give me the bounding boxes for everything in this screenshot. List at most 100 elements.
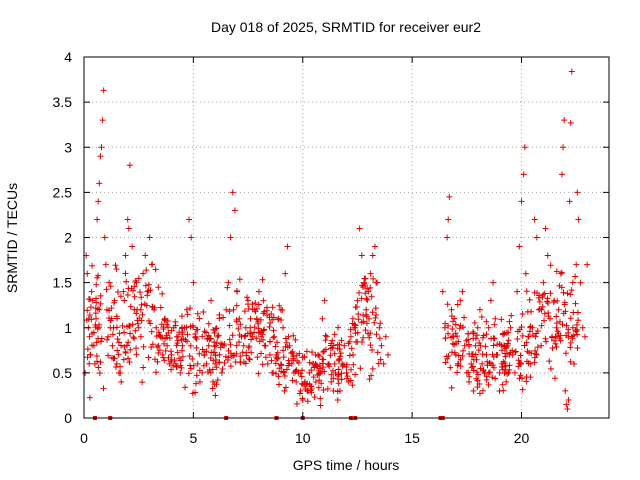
- data-point: [107, 324, 114, 331]
- data-point: [483, 318, 490, 325]
- data-point: [332, 369, 339, 376]
- data-point: [465, 341, 472, 348]
- chart-title: Day 018 of 2025, SRMTID for receiver eur…: [211, 19, 481, 35]
- data-point: [156, 347, 163, 354]
- data-point: [226, 322, 233, 329]
- data-point: [476, 390, 483, 397]
- data-point: [349, 382, 356, 389]
- data-point: [267, 338, 274, 345]
- data-point: [301, 354, 308, 361]
- data-point: [223, 306, 230, 313]
- data-point: [212, 325, 219, 332]
- data-point: [331, 350, 338, 357]
- data-point: [116, 330, 123, 337]
- data-point: [293, 400, 300, 407]
- data-point: [94, 216, 101, 223]
- data-point: [318, 380, 325, 387]
- data-point: [371, 243, 378, 250]
- data-point: [449, 325, 456, 332]
- data-point: [266, 323, 273, 330]
- data-point: [85, 296, 92, 303]
- data-point: [112, 262, 119, 269]
- data-point: [157, 304, 164, 311]
- data-point: [376, 324, 383, 331]
- data-point: [575, 216, 582, 223]
- data-point: [296, 390, 303, 397]
- data-point: [137, 289, 144, 296]
- data-point: [335, 371, 342, 378]
- data-point: [362, 290, 369, 297]
- data-point: [93, 315, 100, 322]
- data-point: [385, 351, 392, 358]
- data-point: [363, 306, 370, 313]
- data-point: [216, 359, 223, 366]
- data-point: [84, 270, 91, 277]
- data-point: [229, 189, 236, 196]
- data-point: [505, 369, 512, 376]
- data-point: [532, 333, 539, 340]
- data-point: [180, 335, 187, 342]
- data-point: [280, 354, 287, 361]
- data-point: [446, 193, 453, 200]
- data-point: [561, 117, 568, 124]
- data-point: [97, 359, 104, 366]
- data-point: [368, 346, 375, 353]
- data-point: [196, 350, 203, 357]
- data-point: [507, 324, 514, 331]
- data-point: [253, 315, 260, 322]
- data-point: [126, 162, 133, 169]
- data-point: [461, 314, 468, 321]
- data-point: [319, 315, 326, 322]
- data-point: [485, 381, 492, 388]
- data-point: [531, 216, 538, 223]
- data-point: [175, 333, 182, 340]
- data-point: [341, 342, 348, 349]
- data-point: [262, 354, 269, 361]
- data-point: [130, 334, 137, 341]
- data-point: [131, 293, 138, 300]
- data-point: [573, 261, 580, 268]
- data-point: [243, 294, 250, 301]
- data-point: [268, 357, 275, 364]
- data-point: [89, 330, 96, 337]
- data-point: [509, 351, 516, 358]
- data-point: [501, 342, 507, 349]
- data-point: [207, 369, 214, 376]
- data-point: [109, 342, 116, 349]
- data-point: [475, 371, 482, 378]
- data-point: [95, 272, 102, 279]
- y-tick-label: 3: [64, 139, 72, 155]
- data-point: [312, 378, 319, 385]
- data-point: [110, 355, 117, 362]
- data-point: [542, 225, 549, 232]
- data-point: [317, 369, 324, 376]
- data-point: [235, 325, 242, 332]
- data-point: [338, 376, 345, 383]
- data-point: [185, 370, 192, 377]
- data-point: [148, 344, 155, 351]
- data-point: [558, 171, 565, 178]
- data-point: [567, 291, 574, 298]
- data-point: [282, 335, 289, 342]
- data-point: [518, 323, 525, 330]
- data-point: [372, 305, 379, 312]
- data-point: [569, 335, 576, 342]
- data-point: [574, 345, 581, 352]
- data-point: [306, 359, 313, 366]
- data-point: [272, 360, 279, 367]
- data-point: [124, 292, 131, 299]
- data-point: [242, 332, 249, 339]
- data-point: [212, 360, 219, 367]
- data-point: [536, 306, 542, 313]
- data-point: [370, 275, 377, 282]
- data-point: [184, 331, 191, 338]
- data-point: [211, 330, 218, 337]
- data-point: [162, 347, 169, 354]
- data-point: [177, 369, 184, 376]
- data-point: [362, 327, 369, 334]
- data-point: [445, 322, 452, 329]
- data-point: [526, 349, 533, 356]
- data-point: [212, 392, 219, 399]
- data-point: [256, 329, 263, 336]
- data-point: [277, 306, 284, 313]
